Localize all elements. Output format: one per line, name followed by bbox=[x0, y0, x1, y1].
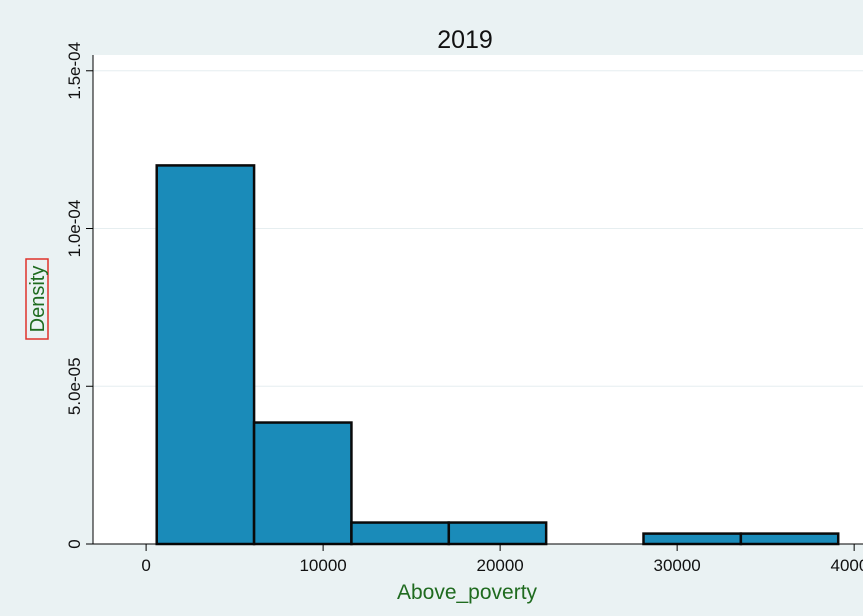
y-tick-label: 5.0e-05 bbox=[65, 357, 84, 415]
histogram-bar bbox=[252, 421, 353, 546]
y-axis-label: Density bbox=[27, 266, 49, 333]
y-tick-label: 1.5e-04 bbox=[65, 42, 84, 100]
y-tick-label: 0 bbox=[65, 539, 84, 548]
x-tick-label: 30000 bbox=[653, 556, 700, 575]
axes bbox=[92, 55, 863, 545]
histogram-bar bbox=[642, 532, 743, 546]
x-axis-label: Above_poverty bbox=[397, 581, 538, 604]
x-tick-label: 20000 bbox=[476, 556, 523, 575]
y-tick-label: 1.0e-04 bbox=[65, 200, 84, 258]
histogram-bar bbox=[739, 532, 840, 546]
histogram-bar bbox=[350, 521, 451, 546]
chart-title: 2019 bbox=[437, 26, 493, 54]
histogram-bars bbox=[155, 164, 840, 546]
histogram-bar bbox=[155, 164, 256, 546]
y-axis-label-highlight bbox=[25, 258, 49, 340]
x-tick-label: 10000 bbox=[299, 556, 346, 575]
x-tick-label: 0 bbox=[141, 556, 150, 575]
histogram-bar bbox=[447, 521, 548, 546]
tick-marks: 0 10000 20000 30000 40000 0 5.0e-05 1.0e-04 1.5e… bbox=[65, 42, 863, 575]
x-tick-label: 40000 bbox=[831, 556, 863, 575]
